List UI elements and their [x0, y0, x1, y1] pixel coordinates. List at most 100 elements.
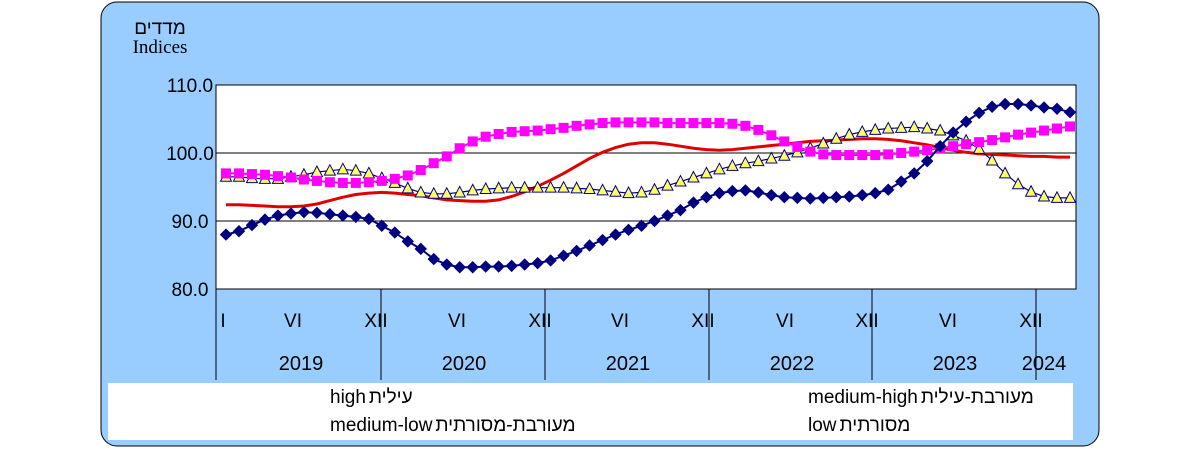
- data-point-medium-low: [1024, 184, 1038, 197]
- data-point-high: [557, 249, 570, 262]
- data-point-medium-high: [753, 124, 764, 135]
- data-point-high: [830, 190, 843, 204]
- data-point-medium-high: [558, 122, 569, 133]
- data-point-medium-low: [544, 180, 557, 193]
- data-point-high: [271, 209, 285, 222]
- data-point-medium-low: [427, 186, 441, 199]
- data-point-medium-high: [961, 139, 972, 150]
- year-label: 2023: [933, 353, 978, 375]
- data-point-high: [284, 207, 298, 220]
- year-label: 2020: [442, 353, 487, 375]
- data-point-medium-low: [453, 185, 467, 198]
- year-label: 2024: [1022, 353, 1067, 375]
- data-point-high: [700, 190, 713, 204]
- data-point-high: [907, 167, 921, 180]
- data-point-medium-high: [688, 118, 699, 129]
- data-point-medium-low: [349, 163, 363, 176]
- data-point-medium-high: [259, 169, 270, 180]
- data-point-medium-low: [609, 184, 622, 197]
- data-point-high: [1037, 101, 1051, 114]
- y-axis-title-hebrew: מדדים: [134, 18, 186, 39]
- data-point-high: [544, 254, 557, 267]
- legend-label-medium-low-he: מעורבת-מסורתית: [435, 415, 576, 436]
- gridlines: [216, 152, 1076, 222]
- data-point-high: [622, 223, 635, 237]
- data-point-medium-high: [480, 131, 491, 142]
- data-point-medium-high: [896, 148, 907, 158]
- data-point-high: [232, 224, 246, 238]
- data-point-medium-high: [1000, 132, 1011, 143]
- data-point-medium-high: [987, 135, 998, 146]
- data-point-high: [570, 244, 583, 258]
- data-point-medium-high: [402, 170, 413, 181]
- data-point-medium-low: [739, 156, 752, 169]
- data-point-medium-low: [661, 178, 674, 191]
- series-line-low: [226, 137, 1070, 209]
- data-point-medium-low: [894, 120, 908, 133]
- month-tick-label: XII: [528, 311, 551, 332]
- data-point-medium-high: [389, 173, 400, 184]
- month-tick-label: XII: [855, 311, 878, 332]
- data-point-high: [531, 256, 544, 270]
- data-point-medium-high: [1052, 123, 1063, 134]
- data-point-medium-high: [519, 126, 530, 137]
- data-point-medium-high: [922, 145, 933, 156]
- data-point-high: [427, 252, 440, 266]
- data-point-high: [739, 184, 752, 197]
- y-tick-label: 80.0: [172, 280, 209, 301]
- data-point-high: [258, 213, 272, 226]
- data-series: [219, 97, 1077, 274]
- data-point-medium-low: [726, 158, 739, 171]
- data-point-high: [310, 206, 324, 220]
- data-point-medium-low: [1050, 190, 1064, 203]
- data-point-high: [297, 205, 311, 219]
- data-point-medium-high: [428, 158, 439, 169]
- data-point-medium-high: [870, 150, 881, 161]
- data-point-high: [778, 190, 791, 204]
- y-tick-label: 90.0: [172, 212, 209, 233]
- year-label: 2019: [279, 353, 324, 375]
- data-point-medium-high: [779, 136, 790, 147]
- data-point-high: [882, 183, 895, 196]
- legend-label-medium-high-en: medium-high: [808, 387, 918, 408]
- data-point-medium-high: [363, 177, 374, 188]
- data-point-medium-high: [727, 118, 738, 129]
- data-point-high: [609, 228, 622, 241]
- data-point-medium-high: [233, 168, 244, 179]
- month-tick-label: XII: [364, 311, 387, 332]
- data-point-medium-high: [350, 177, 361, 188]
- data-point-medium-low: [505, 180, 518, 193]
- legend-item-medium-high: medium-high מעורבת-עילית: [761, 385, 1034, 411]
- data-point-medium-high: [662, 118, 673, 129]
- data-point-medium-high: [506, 126, 517, 137]
- data-point-medium-high: [792, 141, 803, 152]
- data-point-medium-high: [1013, 129, 1024, 140]
- data-point-medium-high: [467, 136, 478, 147]
- data-point-medium-high: [285, 172, 296, 183]
- data-point-medium-low: [479, 181, 493, 195]
- data-point-medium-low: [518, 180, 531, 193]
- data-point-medium-high: [883, 149, 894, 160]
- data-point-high: [440, 258, 453, 271]
- data-point-medium-low: [985, 153, 999, 166]
- data-point-medium-high: [675, 118, 686, 129]
- data-point-medium-high: [974, 137, 985, 148]
- data-point-high: [687, 196, 700, 209]
- data-point-medium-high: [909, 146, 920, 157]
- data-point-high: [518, 258, 531, 271]
- data-point-medium-high: [597, 118, 608, 129]
- data-point-high: [505, 259, 518, 273]
- data-point-high: [635, 219, 648, 232]
- data-point-medium-low: [842, 127, 856, 140]
- month-tick-label: VI: [776, 311, 794, 332]
- data-point-high: [1024, 99, 1038, 112]
- data-point-medium-low: [713, 162, 726, 175]
- y-tick-label: 110.0: [167, 76, 213, 97]
- data-point-high: [1011, 97, 1025, 111]
- data-point-medium-high: [272, 171, 283, 182]
- data-point-medium-high: [415, 165, 426, 175]
- data-point-medium-high: [454, 143, 465, 154]
- data-point-medium-high: [818, 149, 829, 160]
- data-point-medium-low: [323, 163, 337, 176]
